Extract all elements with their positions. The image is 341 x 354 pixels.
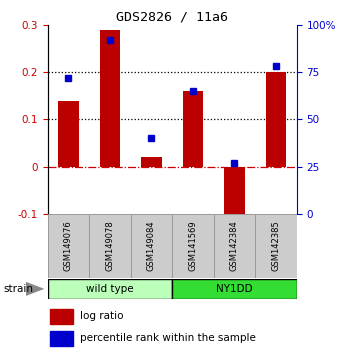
Bar [224,167,245,224]
Text: GSM141569: GSM141569 [189,221,197,272]
Text: GSM149076: GSM149076 [64,221,73,272]
Bar [214,214,255,278]
Bar [182,91,203,167]
Bar [266,72,286,167]
Bar [48,214,89,278]
Bar [172,214,214,278]
Text: GSM149084: GSM149084 [147,221,156,272]
Text: GSM149078: GSM149078 [105,221,115,272]
Bar [100,29,120,167]
Polygon shape [26,282,44,296]
Bar [50,309,73,324]
Text: percentile rank within the sample: percentile rank within the sample [80,333,256,343]
Bar [50,331,73,346]
Title: GDS2826 / 11a6: GDS2826 / 11a6 [116,11,228,24]
Bar [89,214,131,278]
Text: NY1DD: NY1DD [216,284,253,294]
Bar [58,101,79,167]
Bar [131,214,172,278]
Text: strain: strain [3,284,33,294]
Text: log ratio: log ratio [80,312,123,321]
Bar [255,214,297,278]
Text: GSM142384: GSM142384 [230,221,239,272]
Text: GSM142385: GSM142385 [271,221,280,272]
Bar [48,279,172,299]
Bar [141,157,162,167]
Bar [172,279,297,299]
Text: wild type: wild type [86,284,134,294]
